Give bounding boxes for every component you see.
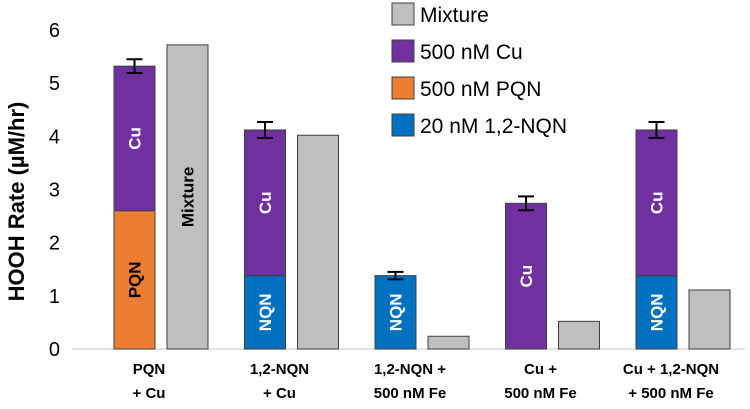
- category-label-0-line-1: + Cu: [133, 385, 166, 402]
- bars: PQN Cu NQN Cu NQN Cu NQN Cu Mixture: [113, 44, 731, 350]
- y-tick-label-1: 1: [49, 286, 60, 308]
- category-label-1-line-0: 1,2-NQN: [250, 361, 309, 378]
- bar-mixture-2: [427, 335, 470, 350]
- y-tick-label-5: 5: [49, 73, 60, 95]
- bar-mixture-0: [166, 44, 209, 350]
- bar-nqn-1: [244, 275, 286, 350]
- category-label-3-line-0: Cu +: [524, 361, 557, 378]
- legend-swatch-mixture: [391, 2, 415, 26]
- y-tick-label-4: 4: [49, 126, 60, 148]
- bar-label-nqn-4: NQN: [648, 293, 667, 331]
- bar-label-cu-0: Cu: [126, 127, 145, 150]
- bar-cu-3: [505, 202, 547, 350]
- bar-nqn-2: [374, 275, 417, 350]
- bar-label-nqn-2: NQN: [387, 293, 406, 331]
- legend-swatch-pqn: [391, 76, 415, 100]
- category-label-2-line-1: 500 nM Fe: [374, 385, 447, 402]
- category-label-1-line-1: + Cu: [263, 385, 296, 402]
- y-tick-label-3: 3: [49, 180, 60, 202]
- category-label-4-line-0: Cu + 1,2-NQN: [623, 361, 719, 378]
- bar-mixture-1: [297, 134, 339, 350]
- bar-cu-4: [635, 129, 678, 277]
- legend-swatch-cu: [391, 39, 415, 63]
- bar-cu-0: [113, 65, 156, 212]
- category-labels: PQN + Cu 1,2-NQN + Cu 1,2-NQN + 500 nM Fe Cu +…: [133, 361, 720, 402]
- bar-mixture-3: [558, 320, 600, 350]
- bar-pqn-0: [113, 210, 156, 350]
- legend-label-nqn: 20 nM 1,2-NQN: [420, 115, 567, 138]
- bar-mixture-4: [688, 289, 731, 350]
- category-label-0-line-0: PQN: [133, 361, 166, 378]
- legend-label-mixture: Mixture: [420, 4, 489, 27]
- bar-label-cu-3: Cu: [517, 265, 536, 288]
- legend-swatch-nqn: [391, 113, 415, 137]
- bar-nqn-4: [635, 275, 678, 350]
- bar-label-nqn-1: NQN: [256, 293, 275, 331]
- bar-label-pqn-0: PQN: [126, 261, 145, 298]
- category-label-3-line-1: 500 nM Fe: [504, 385, 577, 402]
- bar-label-cu-1: Cu: [256, 191, 275, 214]
- legend-label-pqn: 500 nM PQN: [420, 78, 541, 101]
- legend: Mixture 500 nM Cu 500 nM PQN 20 nM 1,2-NQN: [391, 2, 567, 138]
- y-tick-label-2: 2: [49, 233, 60, 255]
- y-tick-label-0: 0: [49, 339, 60, 361]
- bar-label-cu-4: Cu: [648, 191, 667, 214]
- bar-label-mixture-0: Mixture: [179, 167, 198, 227]
- y-tick-label-6: 6: [49, 20, 60, 42]
- bar-cu-1: [244, 129, 286, 277]
- category-label-2-line-0: 1,2-NQN +: [374, 361, 446, 378]
- category-label-4-line-1: + 500 nM Fe: [628, 385, 713, 402]
- legend-label-cu: 500 nM Cu: [420, 41, 523, 64]
- y-axis-title: HOOH Rate (µM/hr): [4, 102, 29, 302]
